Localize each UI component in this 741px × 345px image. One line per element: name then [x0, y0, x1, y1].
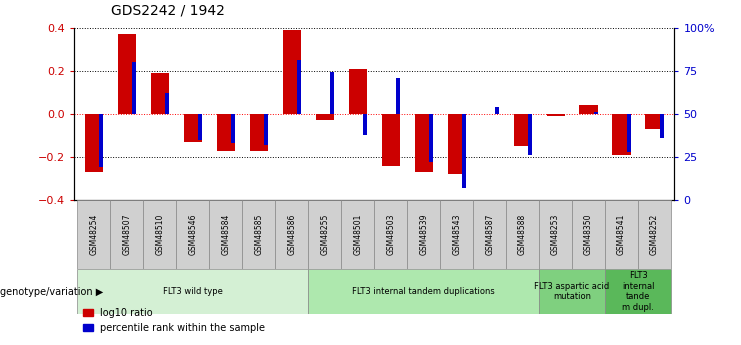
- Bar: [308, 200, 341, 269]
- Text: GSM48546: GSM48546: [188, 214, 197, 255]
- Text: GSM48539: GSM48539: [419, 214, 428, 255]
- Bar: [282, 30, 301, 114]
- Text: GSM48255: GSM48255: [320, 214, 329, 255]
- Text: GSM48252: GSM48252: [650, 214, 659, 255]
- Bar: [231, 114, 235, 143]
- Bar: [579, 105, 598, 114]
- Bar: [316, 114, 333, 120]
- Bar: [216, 114, 235, 150]
- Bar: [150, 73, 169, 114]
- Bar: [275, 200, 308, 269]
- Bar: [209, 200, 242, 269]
- Text: GSM48541: GSM48541: [617, 214, 626, 255]
- Bar: [473, 200, 506, 269]
- Bar: [539, 200, 572, 269]
- Bar: [440, 200, 473, 269]
- Bar: [242, 200, 275, 269]
- Bar: [198, 114, 202, 140]
- Bar: [184, 114, 202, 142]
- Bar: [605, 200, 638, 269]
- Bar: [514, 114, 532, 146]
- Bar: [349, 69, 367, 114]
- Bar: [506, 200, 539, 269]
- Bar: [374, 200, 408, 269]
- Bar: [118, 34, 136, 114]
- Bar: [645, 114, 664, 129]
- Bar: [132, 62, 136, 114]
- Text: FLT3 aspartic acid
mutation: FLT3 aspartic acid mutation: [534, 282, 610, 301]
- Text: FLT3
internal
tande
m dupl.: FLT3 internal tande m dupl.: [622, 272, 654, 312]
- Bar: [143, 200, 176, 269]
- Bar: [110, 200, 143, 269]
- Bar: [627, 114, 631, 152]
- Text: GDS2242 / 1942: GDS2242 / 1942: [111, 3, 225, 17]
- Text: GSM48543: GSM48543: [452, 214, 461, 255]
- Bar: [539, 269, 605, 314]
- Bar: [250, 114, 268, 150]
- Bar: [396, 78, 400, 114]
- Bar: [613, 114, 631, 155]
- Bar: [415, 114, 433, 172]
- Text: GSM48501: GSM48501: [353, 214, 362, 255]
- Text: GSM48587: GSM48587: [485, 214, 494, 255]
- Legend: log10 ratio, percentile rank within the sample: log10 ratio, percentile rank within the …: [79, 304, 269, 337]
- Bar: [594, 112, 598, 114]
- Bar: [363, 114, 367, 135]
- Text: GSM48350: GSM48350: [584, 214, 593, 255]
- Text: GSM48510: GSM48510: [156, 214, 165, 255]
- Bar: [462, 114, 466, 188]
- Text: GSM48588: GSM48588: [518, 214, 527, 255]
- Bar: [77, 269, 308, 314]
- Bar: [330, 72, 334, 114]
- Bar: [408, 200, 440, 269]
- Bar: [308, 269, 539, 314]
- Text: FLT3 internal tandem duplications: FLT3 internal tandem duplications: [352, 287, 495, 296]
- Text: genotype/variation ▶: genotype/variation ▶: [0, 287, 103, 296]
- Bar: [448, 114, 466, 174]
- Bar: [547, 114, 565, 116]
- Bar: [176, 200, 209, 269]
- Text: GSM48254: GSM48254: [90, 214, 99, 255]
- Bar: [528, 114, 532, 155]
- Bar: [572, 200, 605, 269]
- Text: GSM48586: GSM48586: [288, 214, 296, 255]
- Bar: [264, 114, 268, 145]
- Bar: [495, 107, 499, 114]
- Bar: [605, 269, 671, 314]
- Bar: [382, 114, 399, 166]
- Bar: [638, 200, 671, 269]
- Bar: [84, 114, 103, 172]
- Text: GSM48584: GSM48584: [222, 214, 230, 255]
- Bar: [659, 114, 664, 138]
- Text: GSM48507: GSM48507: [122, 214, 131, 255]
- Bar: [297, 60, 301, 114]
- Text: GSM48503: GSM48503: [386, 214, 395, 255]
- Bar: [77, 200, 110, 269]
- Text: FLT3 wild type: FLT3 wild type: [163, 287, 223, 296]
- Text: GSM48585: GSM48585: [254, 214, 263, 255]
- Text: GSM48253: GSM48253: [551, 214, 560, 255]
- Bar: [99, 114, 103, 167]
- Bar: [341, 200, 374, 269]
- Bar: [165, 93, 169, 114]
- Bar: [429, 114, 433, 162]
